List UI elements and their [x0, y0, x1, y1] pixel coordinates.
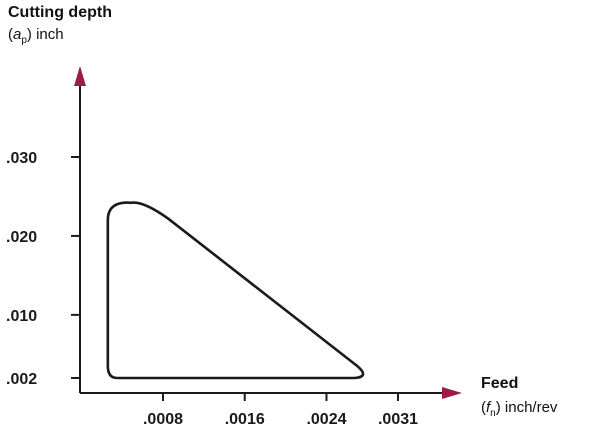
y-tick-label: .030 — [6, 150, 37, 167]
x-axis-subscript: n — [490, 408, 496, 419]
envelope-outline — [106, 201, 365, 380]
x-axis-unit: (fn) inch/rev — [481, 399, 558, 419]
x-axis-symbol: f — [486, 399, 491, 416]
y-tick-label: .002 — [6, 371, 37, 388]
tick-marks: .002 .010 .020 .030 .0008 .0016 .0024 .0031 — [6, 150, 418, 428]
y-axis-unit-text: inch — [36, 26, 64, 43]
y-axis-unit: (ap) inch — [8, 26, 64, 46]
envelope-region — [106, 201, 365, 380]
y-axis-symbol: a — [13, 26, 22, 43]
y-axis-subscript: p — [21, 35, 27, 46]
y-tick-label: .020 — [6, 229, 37, 246]
x-tick-label: .0031 — [378, 411, 418, 428]
y-axis-arrow — [74, 66, 86, 86]
axes — [74, 66, 462, 399]
x-tick-label: .0008 — [143, 411, 183, 428]
x-axis-title: Feed — [481, 375, 519, 392]
y-axis-title: Cutting depth — [8, 4, 112, 21]
x-axis-arrow — [442, 387, 462, 399]
x-axis-unit-text: inch/rev — [504, 399, 558, 416]
x-tick-label: .0016 — [225, 411, 265, 428]
x-tick-label: .0024 — [306, 411, 346, 428]
y-tick-label: .010 — [6, 308, 37, 325]
